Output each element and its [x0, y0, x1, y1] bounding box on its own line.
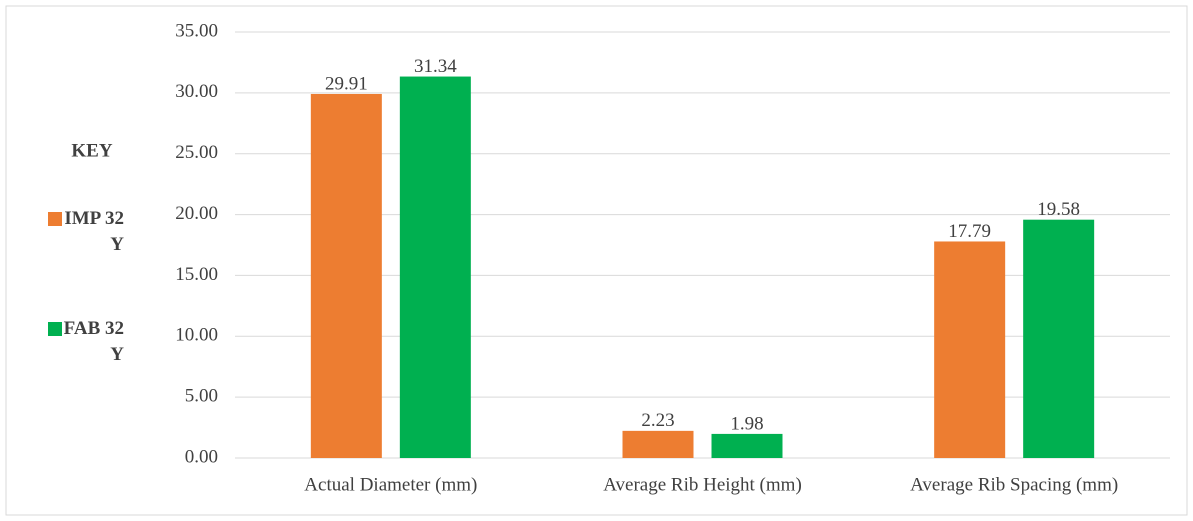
bar [1023, 219, 1095, 458]
bar [310, 93, 382, 458]
y-tick-label: 25.00 [175, 142, 218, 163]
bar [934, 241, 1006, 458]
y-tick-label: 35.00 [175, 20, 218, 41]
data-label: 29.91 [325, 73, 368, 94]
legend-swatch [48, 322, 62, 336]
data-label: 1.98 [730, 413, 763, 434]
bar [399, 76, 471, 459]
bar [622, 430, 694, 458]
y-tick-label: 20.00 [175, 203, 218, 224]
chart-border [5, 5, 1188, 516]
data-label: 2.23 [641, 410, 674, 431]
bar [711, 433, 783, 458]
legend-label: FAB 32 Y [63, 318, 124, 365]
data-label: 31.34 [414, 56, 457, 77]
legend-swatch [48, 212, 62, 226]
legend-label: IMP 32 Y [64, 208, 124, 255]
x-tick-label: Actual Diameter (mm) [304, 474, 477, 495]
data-label: 19.58 [1037, 199, 1080, 220]
x-tick-label: Average Rib Height (mm) [603, 474, 802, 495]
y-tick-label: 5.00 [185, 386, 218, 407]
x-tick-label: Average Rib Spacing (mm) [910, 474, 1118, 495]
y-tick-label: 15.00 [175, 264, 218, 285]
y-tick-label: 0.00 [185, 446, 218, 467]
y-tick-label: 10.00 [175, 325, 218, 346]
legend-title: KEY [71, 140, 112, 161]
y-tick-label: 30.00 [175, 81, 218, 102]
data-label: 17.79 [948, 221, 991, 242]
